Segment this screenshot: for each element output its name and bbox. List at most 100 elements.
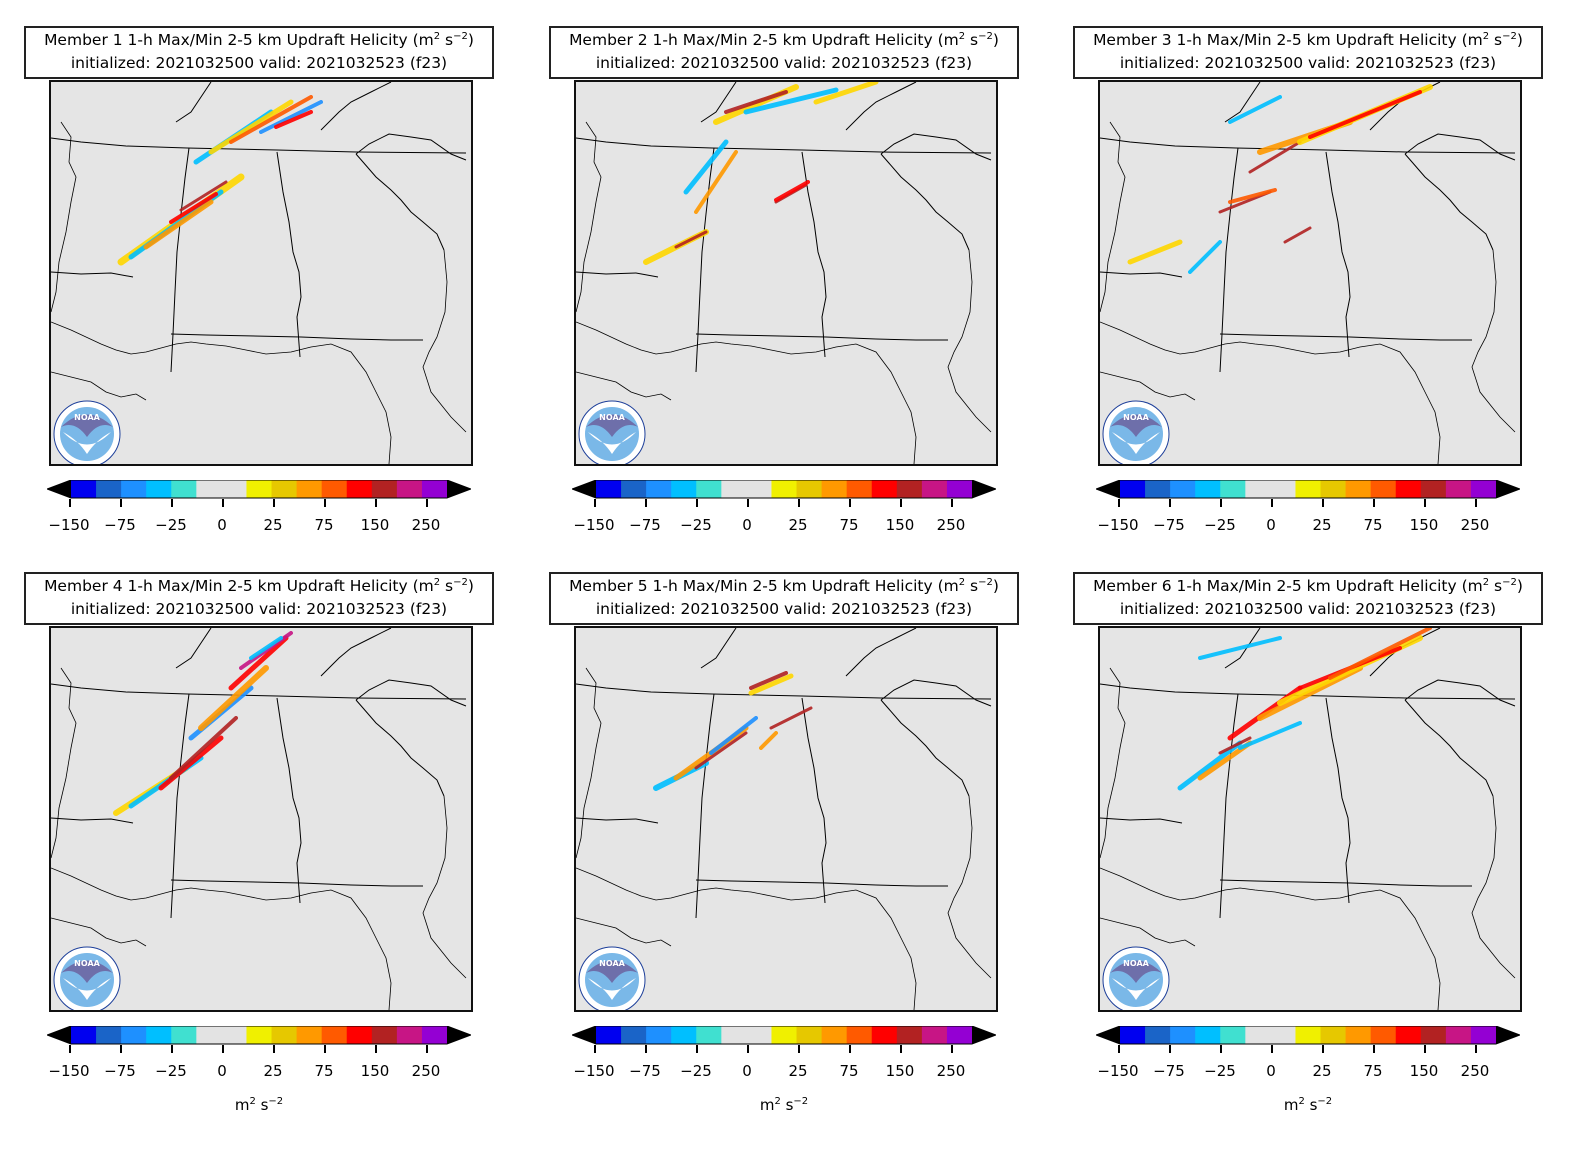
units-sup: −2 <box>268 1096 284 1107</box>
coastline <box>576 121 602 313</box>
colorbar-bin <box>171 480 197 498</box>
colorbar <box>47 480 471 499</box>
colorbar-tick-label: −25 <box>1204 1062 1236 1080</box>
colorbar-bin <box>1445 1026 1472 1044</box>
logo-text: NOAA <box>74 413 100 422</box>
helicity-swath <box>674 230 708 249</box>
state-border <box>175 628 212 669</box>
title-unit: s <box>1489 31 1503 49</box>
helicity-swath <box>724 90 788 114</box>
units-base: m <box>759 1096 775 1114</box>
colorbar-bin <box>1370 1026 1397 1044</box>
state-border <box>51 271 134 278</box>
state-border <box>355 133 467 161</box>
colorbar-bin <box>821 480 848 498</box>
colorbar-tick <box>324 1045 326 1053</box>
state-border <box>880 699 970 797</box>
colorbar-bin <box>596 480 622 498</box>
colorbar-bin <box>1245 480 1271 498</box>
state-border <box>1219 147 1239 373</box>
state-border <box>355 699 445 797</box>
units-sup: 2 <box>249 1096 256 1107</box>
title-sup: −2 <box>453 576 468 588</box>
title-line-2: initialized: 2021032500 valid: 202103252… <box>1119 600 1497 618</box>
colorbar-bin <box>1220 480 1246 498</box>
logo-text: NOAA <box>599 959 625 968</box>
colorbar-bin <box>746 480 772 498</box>
colorbar-tick <box>798 499 800 507</box>
colorbar-bin <box>946 1026 973 1044</box>
colorbar <box>1096 480 1520 499</box>
coastline <box>1100 917 1196 947</box>
state-border <box>1325 151 1351 358</box>
colorbar-tick <box>798 1045 800 1053</box>
state-border <box>170 693 190 919</box>
title-sup: 2 <box>958 30 966 42</box>
colorbar-bin <box>171 1026 197 1044</box>
colorbar-tick <box>594 499 596 507</box>
colorbar-bin <box>721 480 747 498</box>
colorbar-tick-label: 75 <box>314 1062 334 1080</box>
colorbar-tick <box>324 499 326 507</box>
title-variable: 1-h Max/Min 2-5 km Updraft Helicity (m <box>122 31 434 49</box>
colorbar-tick-label: 150 <box>1409 1062 1439 1080</box>
colorbar-units-label: m2 s−2 <box>1284 1096 1332 1114</box>
state-border <box>845 82 917 131</box>
colorbar-bin <box>96 1026 122 1044</box>
colorbar-bin <box>871 480 898 498</box>
panel-title: Member 3 1-h Max/Min 2-5 km Updraft Heli… <box>1073 26 1543 79</box>
colorbar-tick-label: 250 <box>936 516 966 534</box>
colorbar-tick <box>696 499 698 507</box>
colorbar-bin <box>646 1026 672 1044</box>
colorbar-tick-label: 0 <box>217 516 227 534</box>
colorbar-bin <box>396 480 423 498</box>
panel-title: Member 2 1-h Max/Min 2-5 km Updraft Heli… <box>549 26 1019 79</box>
colorbar-under-arrow <box>572 1026 596 1044</box>
member-label: Member 2 <box>569 31 648 49</box>
colorbar-tick <box>951 499 953 507</box>
title-line-2: initialized: 2021032500 valid: 202103252… <box>1119 54 1497 72</box>
colorbar-tick <box>747 499 749 507</box>
state-border <box>1219 333 1472 341</box>
colorbar-tick <box>171 1045 173 1053</box>
colorbar-tick-label: 0 <box>217 1062 227 1080</box>
colorbar-bin <box>746 1026 772 1044</box>
helicity-swath <box>1198 636 1282 660</box>
helicity-swath <box>813 82 879 105</box>
state-border <box>170 879 423 887</box>
state-border <box>1404 133 1516 161</box>
colorbar-tick-label: 250 <box>1460 1062 1490 1080</box>
colorbar-bin <box>596 1026 622 1044</box>
panel-member-4: Member 4 1-h Max/Min 2-5 km Updraft Heli… <box>24 572 549 1118</box>
panel-title: Member 4 1-h Max/Min 2-5 km Updraft Heli… <box>24 572 494 625</box>
colorbar-tick <box>951 1045 953 1053</box>
title-sup: 2 <box>958 576 966 588</box>
colorbar-bin <box>346 480 373 498</box>
title-line-2: initialized: 2021032500 valid: 202103252… <box>70 600 448 618</box>
helicity-swath <box>694 731 748 770</box>
colorbar-bin <box>1120 1026 1146 1044</box>
state-border <box>880 133 992 161</box>
helicity-swath <box>749 671 788 690</box>
colorbar-tick <box>1475 499 1477 507</box>
colorbar-tick-label: −150 <box>573 516 615 534</box>
colorbar-bin <box>71 480 97 498</box>
colorbar-tick <box>69 1045 71 1053</box>
units-sup: 2 <box>774 1096 781 1107</box>
colorbar-tick <box>426 499 428 507</box>
coastline <box>422 795 467 979</box>
colorbar-tick-label: 0 <box>1266 516 1276 534</box>
noaa-logo: NOAA <box>578 400 646 464</box>
colorbar-bin <box>896 1026 923 1044</box>
colorbar-bin <box>1445 480 1472 498</box>
colorbar-bin <box>1195 480 1221 498</box>
coastline <box>947 795 992 979</box>
title-line-1: Member 1 1-h Max/Min 2-5 km Updraft Heli… <box>26 29 492 52</box>
colorbar-bin <box>1320 480 1347 498</box>
helicity-swath <box>158 735 224 791</box>
colorbar-bin <box>1295 1026 1322 1044</box>
colorbar-tick-label: 25 <box>263 516 283 534</box>
colorbar-bin <box>621 480 647 498</box>
colorbar-under-arrow <box>47 480 71 498</box>
colorbar-bin <box>696 1026 722 1044</box>
